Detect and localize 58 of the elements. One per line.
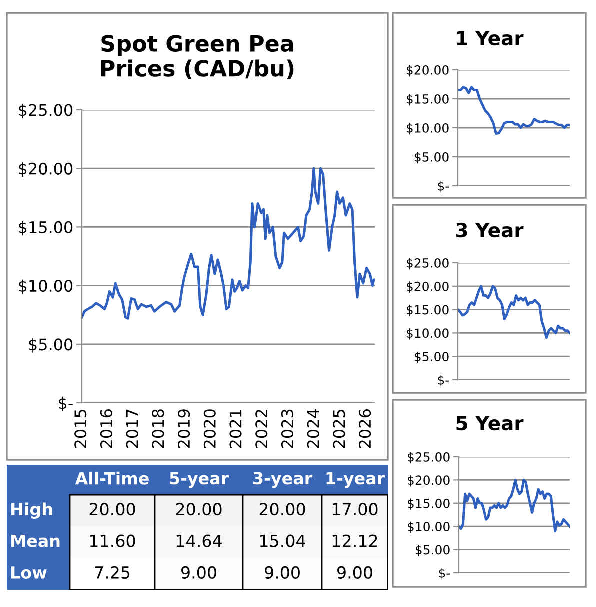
data-label: 15.04 [260, 534, 306, 548]
data-label: 11.60 [90, 534, 136, 548]
y-tick-label: $15.00 [19, 221, 73, 236]
data-label: 9.00 [264, 566, 300, 580]
x-tick-label: 2024 [307, 409, 320, 448]
y-tick-label: $5.00 [29, 338, 73, 353]
data-label: 9.00 [181, 566, 216, 580]
y-tick-label: $25.00 [408, 452, 450, 464]
x-tick-label: 5-year [170, 472, 230, 488]
x-tick-label: 2022 [256, 410, 268, 448]
chart-title: 3 Year [456, 222, 524, 238]
y-tick-label: $15.00 [406, 305, 449, 316]
x-tick-label: 2023 [281, 410, 294, 448]
x-tick-label: 2016 [100, 410, 112, 448]
x-tick-label: 1-year [326, 472, 386, 488]
y-tick-label: $20.00 [406, 65, 449, 77]
data-label: 20.00 [260, 503, 306, 516]
x-tick-label: 2018 [152, 410, 164, 448]
y-tick-label: $10.00 [406, 328, 449, 340]
y-tick-label: $10.00 [406, 123, 449, 135]
y-tick-label: $15.00 [408, 498, 450, 510]
data-label: 20.00 [90, 503, 136, 516]
y-tick-label: $20.00 [19, 162, 73, 178]
chart-title: 5 Year [456, 416, 524, 431]
y-tick-label: Mean [12, 534, 60, 548]
y-tick-label: $- [59, 396, 73, 412]
x-tick-label: 2017 [126, 410, 138, 448]
x-tick-label: 2020 [204, 410, 216, 448]
x-tick-label: 2019 [178, 410, 190, 448]
y-tick-label: High [12, 502, 52, 519]
x-tick-label: 2021 [230, 410, 242, 448]
y-tick-label: Low [12, 566, 47, 580]
y-tick-label: $5.00 [416, 545, 450, 556]
x-tick-label: All-Time [75, 472, 149, 485]
data-label: 12.12 [332, 534, 378, 548]
data-label: 9.00 [337, 566, 372, 580]
y-tick-label: $- [438, 375, 450, 387]
data-label: 20.00 [176, 503, 222, 516]
y-tick-label: $25.00 [19, 104, 73, 118]
data-label: 7.25 [95, 566, 130, 580]
y-tick-label: $20.00 [406, 282, 449, 293]
x-tick-label: 3-year [254, 472, 313, 488]
y-tick-label: $- [439, 568, 450, 580]
data-label: 14.64 [176, 534, 222, 548]
y-tick-label: $5.00 [414, 152, 449, 164]
x-tick-label: 2026 [359, 410, 372, 448]
y-tick-label: $5.00 [414, 352, 449, 364]
data-label: 17.00 [332, 503, 378, 516]
y-tick-label: $- [438, 181, 450, 193]
y-tick-label: $25.00 [406, 258, 449, 270]
x-tick-label: 2025 [333, 410, 346, 448]
y-tick-label: $15.00 [406, 94, 449, 106]
y-tick-label: $20.00 [408, 475, 450, 487]
y-tick-label: $10.00 [408, 522, 450, 534]
chart-title: 1 Year [457, 31, 524, 46]
chart-title: Spot Green Pea Prices (CAD/bu) [101, 35, 294, 80]
y-tick-label: $10.00 [19, 280, 73, 294]
x-tick-label: 2015 [74, 410, 87, 448]
